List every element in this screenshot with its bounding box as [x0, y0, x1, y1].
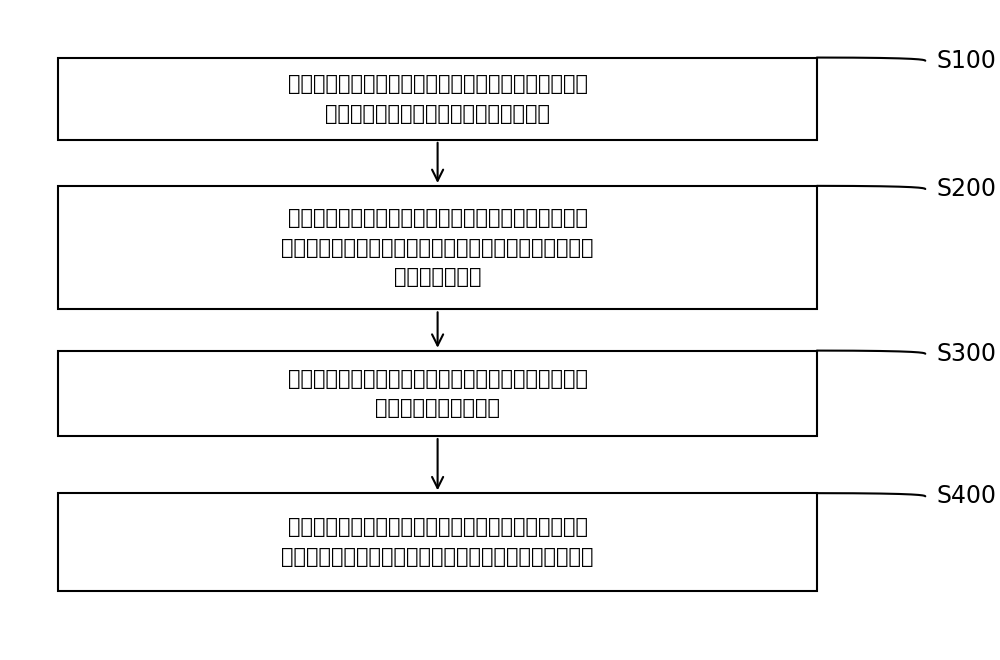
Text: S400: S400: [937, 484, 997, 508]
FancyBboxPatch shape: [58, 186, 817, 310]
Text: 据致密油藏分段压裂水平井的日均产油能力设计值，确
定分段压裂水平井的裂缝间距与裂缝导流能力参数组合值: 据致密油藏分段压裂水平井的日均产油能力设计值，确 定分段压裂水平井的裂缝间距与裂…: [281, 517, 594, 567]
Text: 获取致密油藏地质开发资料，通过致密油藏地质开发资
料建立分段压裂水平井开发数值模拟模型: 获取致密油藏地质开发资料，通过致密油藏地质开发资 料建立分段压裂水平井开发数值模…: [288, 74, 588, 123]
Text: 建立致密油藏分段压裂水平井的日均产油能力与压裂增
产潜力因子的关系曲线: 建立致密油藏分段压裂水平井的日均产油能力与压裂增 产潜力因子的关系曲线: [288, 368, 588, 418]
FancyBboxPatch shape: [58, 57, 817, 140]
Text: 改变水平井开发数值模拟模型中裂缝间距与裂缝导流能
力的参数组合值，计算当前参数组合值下的有效生产时间
与有效累产油量: 改变水平井开发数值模拟模型中裂缝间距与裂缝导流能 力的参数组合值，计算当前参数组…: [281, 208, 594, 287]
Text: S300: S300: [937, 342, 997, 366]
Text: S200: S200: [937, 177, 997, 201]
FancyBboxPatch shape: [58, 493, 817, 591]
FancyBboxPatch shape: [58, 350, 817, 436]
Text: S100: S100: [937, 49, 997, 73]
